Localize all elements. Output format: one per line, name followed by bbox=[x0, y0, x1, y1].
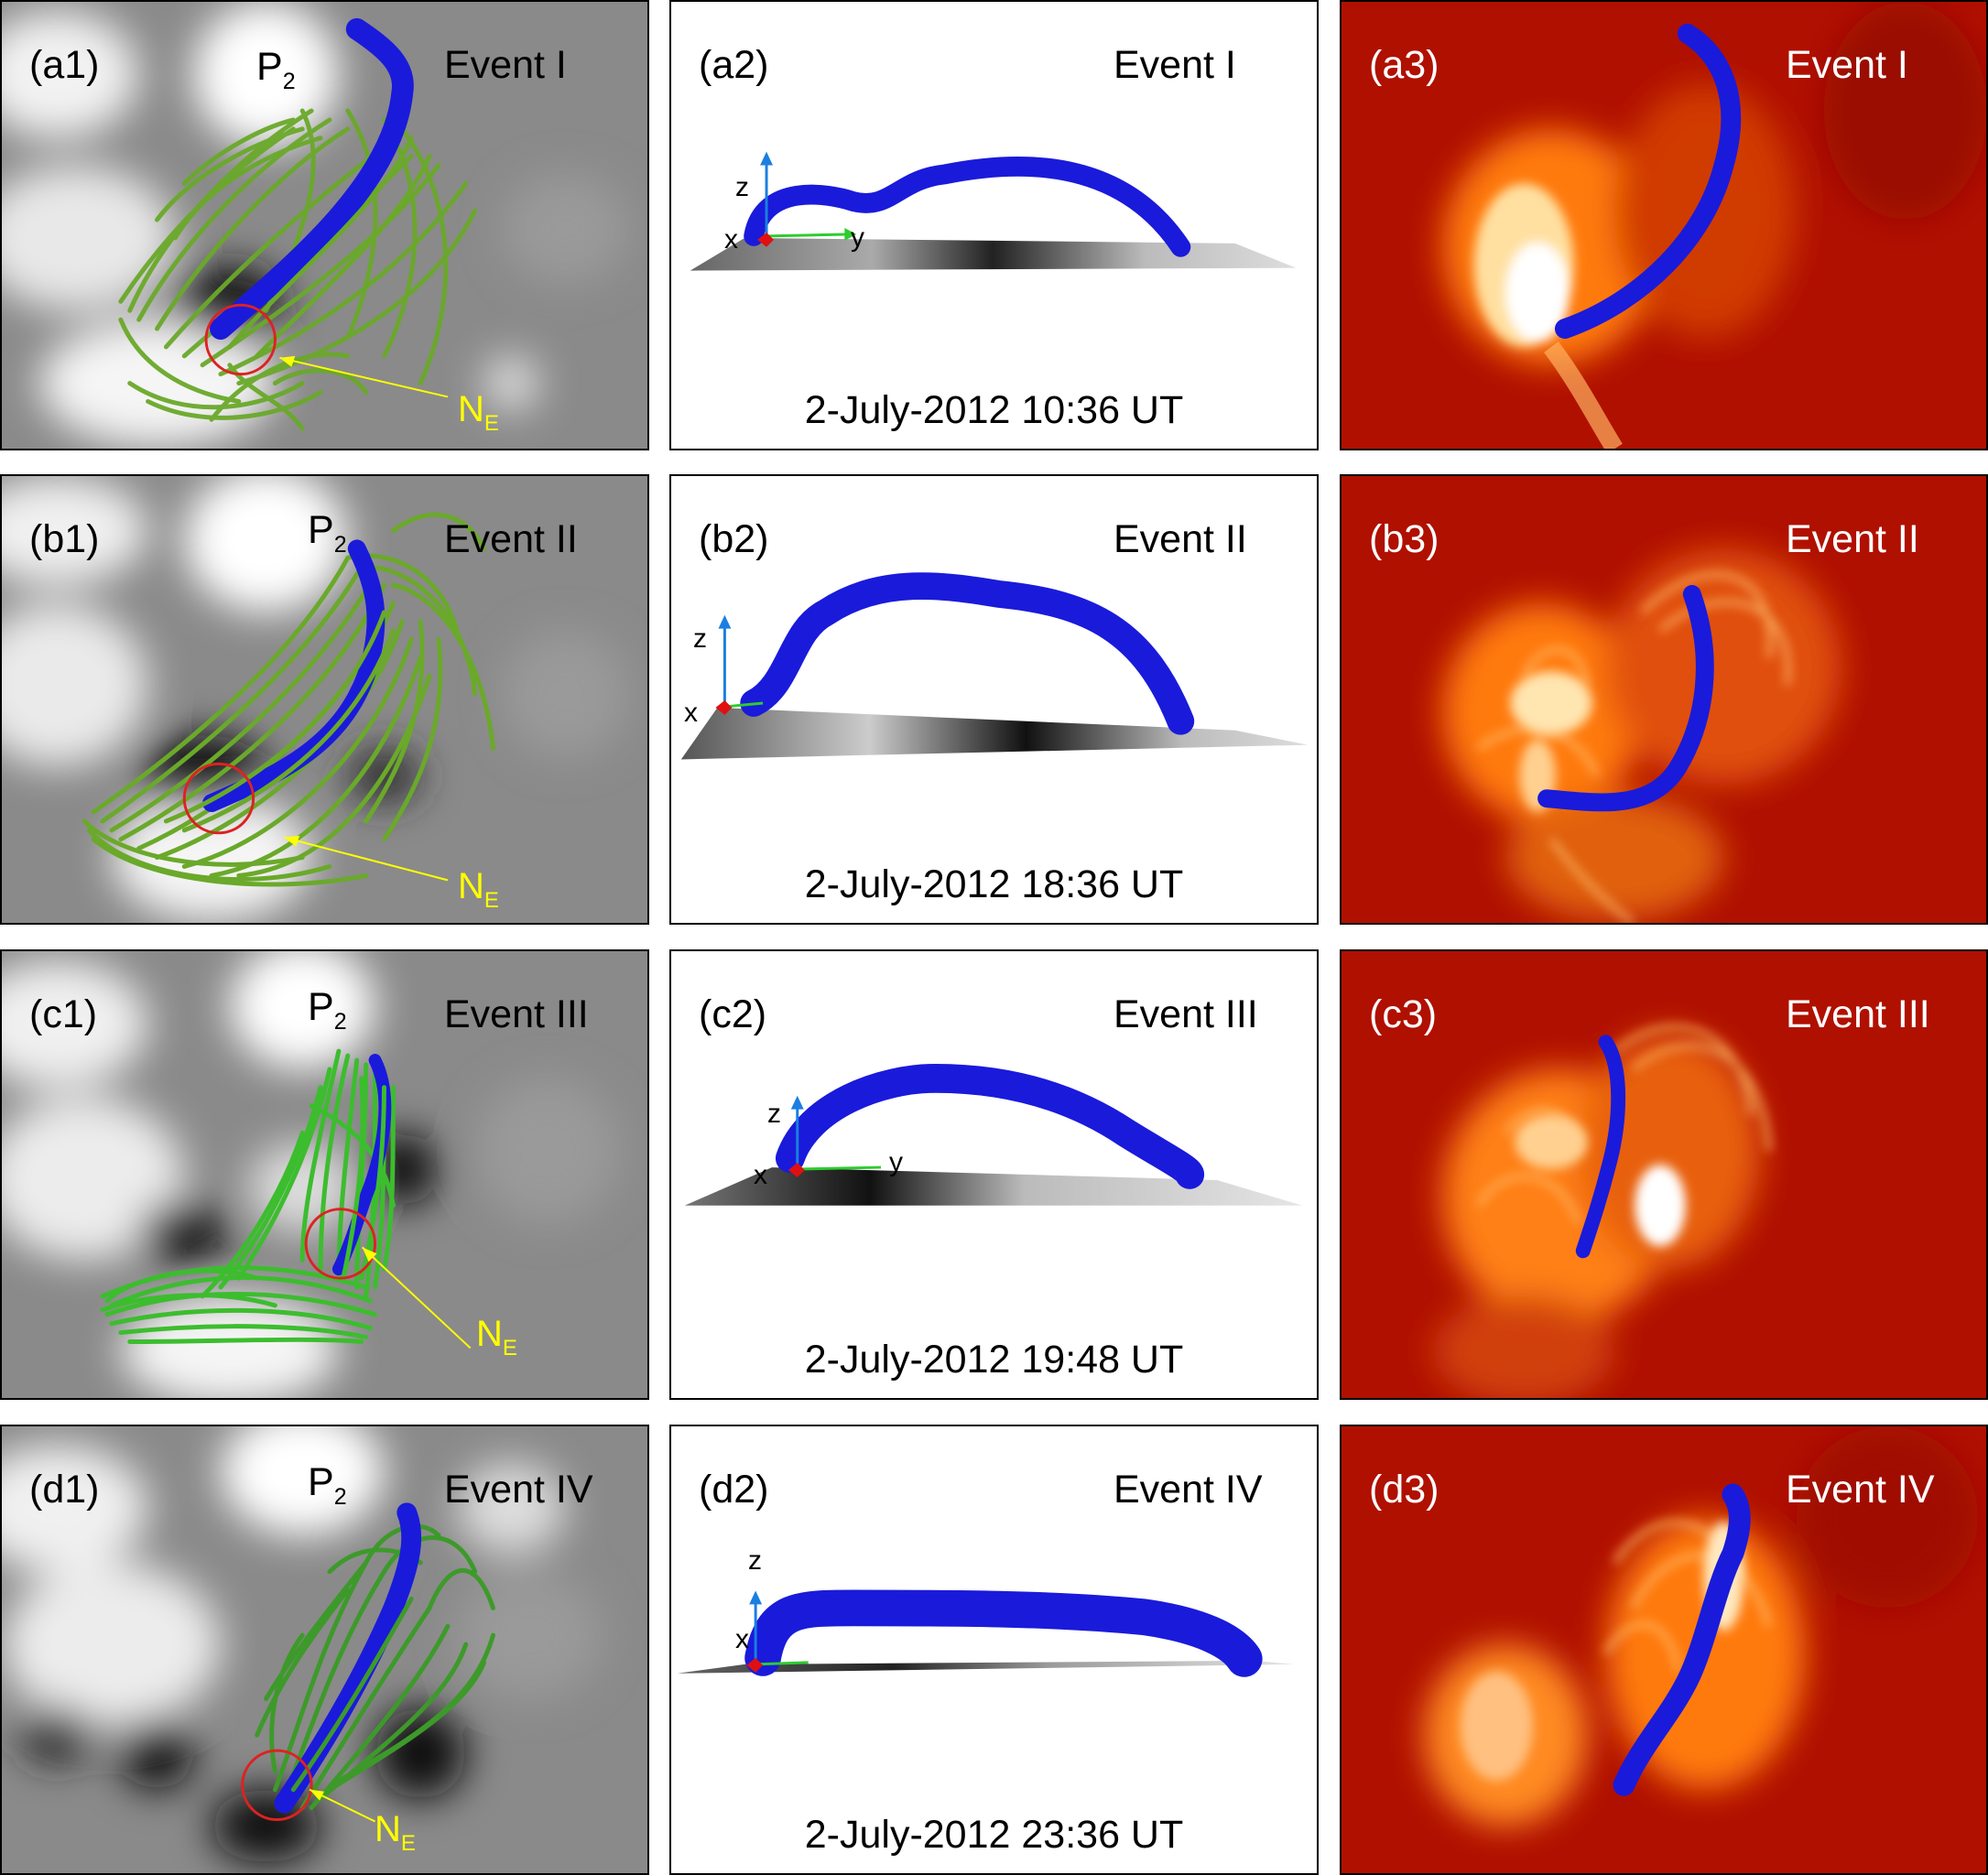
flux-rope-a1 bbox=[210, 17, 414, 340]
event-label: Event III bbox=[1786, 992, 1930, 1036]
event-label: Event IV bbox=[1113, 1468, 1263, 1512]
photosphere-plane bbox=[680, 707, 1309, 760]
event-label: Event III bbox=[444, 992, 589, 1036]
aia-image bbox=[1441, 2, 1986, 449]
axis-z: z bbox=[735, 172, 749, 202]
panel-label: (b3) bbox=[1369, 517, 1439, 561]
axis-x: x bbox=[735, 1624, 749, 1654]
polarity-label: P2 bbox=[308, 985, 347, 1035]
aia-image bbox=[1441, 548, 1842, 923]
polarity-label: P2 bbox=[308, 508, 347, 558]
red-circle-b1 bbox=[182, 762, 255, 835]
panel-d3: (d3) Event IV bbox=[1340, 1425, 1988, 1875]
3d-view-image bbox=[677, 1589, 1295, 1677]
event-label: Event II bbox=[444, 517, 578, 561]
flux-rope-a2 bbox=[744, 156, 1191, 257]
axis-y: y bbox=[851, 222, 864, 253]
axis-z: z bbox=[748, 1545, 762, 1576]
panel-label: (c1) bbox=[29, 992, 98, 1036]
flux-rope-d2 bbox=[744, 1589, 1263, 1677]
event-label: Event IV bbox=[1786, 1468, 1935, 1512]
aia-image bbox=[1433, 1024, 1773, 1398]
panel-label: (d3) bbox=[1369, 1468, 1439, 1512]
panel-label: (a1) bbox=[29, 43, 100, 87]
panel-label: (c3) bbox=[1369, 992, 1438, 1036]
axis-z: z bbox=[693, 623, 707, 654]
magnetogram-image bbox=[2, 2, 630, 448]
event-label: Event I bbox=[444, 43, 567, 87]
panel-b2: (b2) Event II z x 2-July-2012 18:36 UT bbox=[669, 474, 1319, 925]
3d-view-image bbox=[680, 572, 1309, 760]
panel-d1: (d1) Event IV P2 NE bbox=[0, 1425, 649, 1875]
neg-polarity-label: NE bbox=[375, 1809, 416, 1856]
panel-d2: (d2) Event IV z x 2-July-2012 23:36 UT bbox=[669, 1425, 1319, 1875]
panel-label: (c2) bbox=[699, 992, 767, 1036]
panel-a3: (a3) Event I bbox=[1340, 0, 1988, 450]
panel-label: (a3) bbox=[1369, 43, 1439, 87]
panel-label: (a2) bbox=[699, 43, 769, 87]
event-label: Event IV bbox=[444, 1468, 593, 1512]
flux-rope-b1 bbox=[202, 539, 386, 812]
arrow-a1 bbox=[279, 356, 449, 398]
3d-view-image bbox=[690, 151, 1297, 271]
photosphere-plane bbox=[684, 1167, 1303, 1206]
panel-label: (d1) bbox=[29, 1468, 100, 1512]
polarity-label: P2 bbox=[308, 1460, 347, 1510]
red-circle-d1 bbox=[241, 1749, 313, 1821]
panel-a2: (a2) Event I z x y 2-July-2012 10:36 UT bbox=[669, 0, 1319, 450]
red-circle-a1 bbox=[204, 303, 277, 376]
axis-x: x bbox=[754, 1160, 767, 1190]
magnetogram-image bbox=[2, 1426, 603, 1863]
panel-b1: (b1) Event II P2 NE bbox=[0, 474, 649, 925]
flux-rope-a3 bbox=[1554, 23, 1742, 339]
event-label: Event I bbox=[1113, 43, 1236, 87]
magnetogram-image bbox=[2, 951, 621, 1398]
event-label: Event II bbox=[1113, 517, 1247, 561]
flux-rope-d3 bbox=[1613, 1483, 1751, 1796]
timestamp: 2-July-2012 18:36 UT bbox=[804, 862, 1184, 906]
panel-label: (d2) bbox=[699, 1468, 769, 1512]
panel-c1: (c1) Event III P2 NE bbox=[0, 949, 649, 1400]
event-label: Event II bbox=[1786, 517, 1919, 561]
axis-z: z bbox=[767, 1099, 781, 1129]
magnetogram-image bbox=[2, 476, 630, 922]
flux-rope-c3 bbox=[1575, 1035, 1626, 1259]
event-label: Event I bbox=[1786, 43, 1908, 87]
3d-view-image bbox=[684, 1063, 1303, 1206]
neg-polarity-label: NE bbox=[458, 389, 499, 436]
panel-c3: (c3) Event III bbox=[1340, 949, 1988, 1400]
panel-label: (b1) bbox=[29, 517, 100, 561]
neg-polarity-label: NE bbox=[476, 1314, 517, 1360]
timestamp: 2-July-2012 19:48 UT bbox=[804, 1338, 1184, 1382]
polarity-label: P2 bbox=[256, 45, 296, 94]
flux-rope-b2 bbox=[740, 572, 1195, 735]
panel-a1: (a1) Event I P2 NE bbox=[0, 0, 649, 450]
axis-y: y bbox=[889, 1147, 903, 1177]
timestamp: 2-July-2012 10:36 UT bbox=[804, 388, 1184, 432]
panel-c2: (c2) Event III z x y 2-July-2012 19:48 U… bbox=[669, 949, 1319, 1400]
panel-label: (b2) bbox=[699, 517, 769, 561]
red-circle-c1 bbox=[304, 1208, 377, 1280]
neg-polarity-label: NE bbox=[458, 866, 499, 913]
event-label: Event III bbox=[1113, 992, 1258, 1036]
aia-image bbox=[1424, 1426, 1979, 1826]
axis-x: x bbox=[684, 698, 698, 728]
flux-rope-c2 bbox=[775, 1063, 1205, 1189]
panel-b3: (b3) Event II bbox=[1340, 474, 1988, 925]
timestamp: 2-July-2012 23:36 UT bbox=[804, 1813, 1184, 1857]
photosphere-plane bbox=[690, 237, 1297, 271]
photosphere-plane bbox=[677, 1660, 1295, 1674]
flux-rope-b3 bbox=[1537, 585, 1714, 812]
axis-x: x bbox=[724, 224, 738, 255]
